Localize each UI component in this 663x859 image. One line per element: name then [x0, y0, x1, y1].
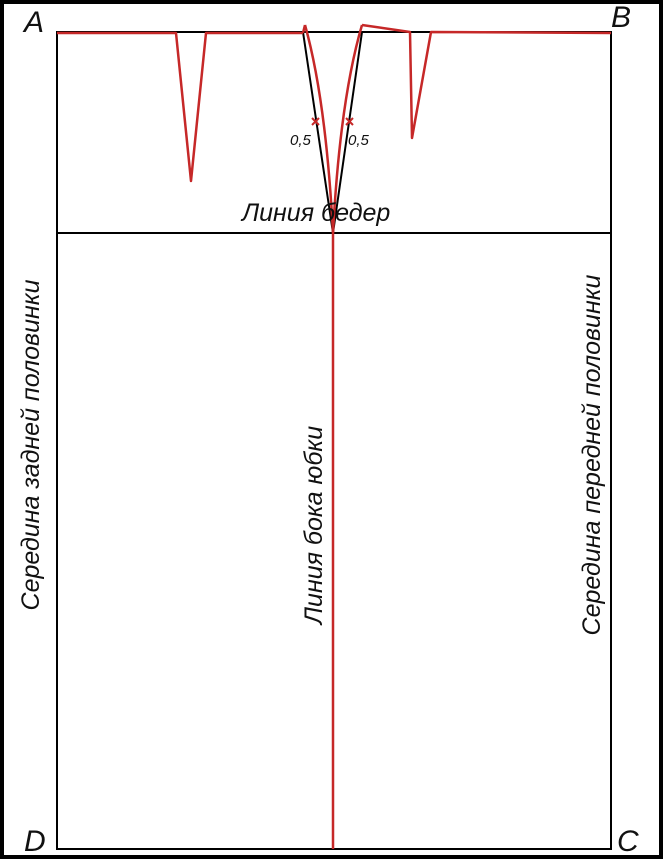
offset-label-left: 0,5 [290, 132, 312, 149]
side-guide-left [302, 31, 334, 234]
corner-label-a: A [22, 6, 44, 39]
hip-line-label: Линия бедер [240, 199, 390, 227]
front-center-label: Середина передней половинки [578, 274, 606, 635]
front-side-curve [331, 24, 364, 234]
corner-label-c: C [617, 825, 639, 858]
offset-label-right: 0,5 [348, 132, 370, 149]
corner-label-b: B [611, 1, 631, 34]
offset-mark-right [345, 117, 354, 126]
back-side-curve [303, 24, 335, 234]
back-center-label: Середина задней половинки [17, 279, 45, 610]
side-guide-right [332, 31, 363, 234]
offset-mark-left [311, 117, 320, 126]
side-seam-label: Линия бока юбки [300, 426, 328, 626]
corner-label-d: D [24, 825, 46, 858]
back-waist-line [57, 31, 303, 183]
front-waist-line [361, 23, 612, 140]
